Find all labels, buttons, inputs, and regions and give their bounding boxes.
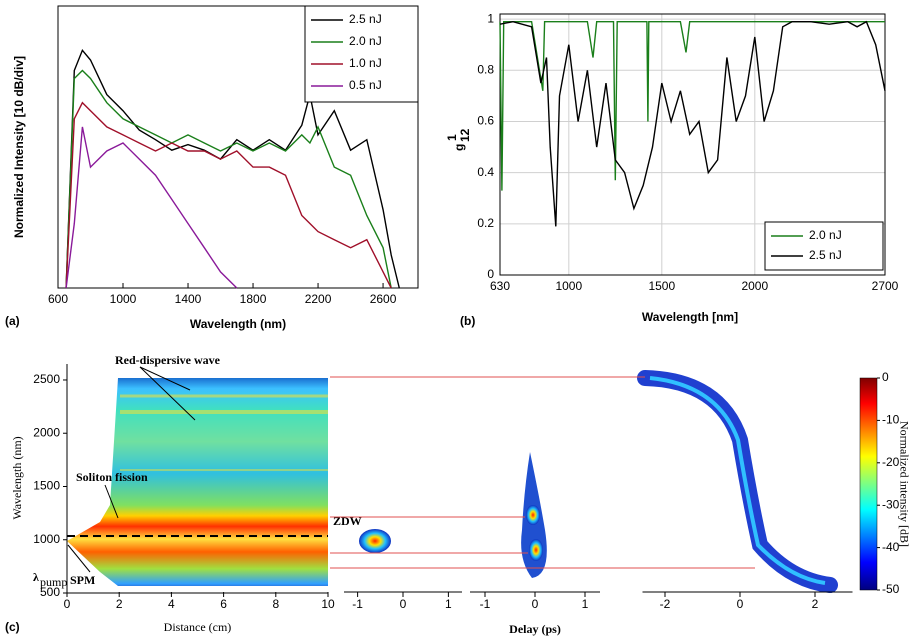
x-tick-label: 630 (490, 279, 510, 293)
plot-frame (57, 5, 419, 289)
x-tick-label: 1400 (175, 292, 202, 306)
x-tick-label: 1 (582, 597, 589, 611)
colorbar-tick-label: -30 (882, 497, 900, 511)
legend-label: 1.0 nJ (349, 56, 382, 70)
plot-frame (499, 13, 886, 276)
x-tick-label: 0 (400, 597, 407, 611)
legend-label: 2.5 nJ (809, 248, 842, 262)
x-tick-label: 0 (64, 597, 71, 611)
annotation: ZDW (333, 514, 362, 528)
x-tick-label: 1000 (110, 292, 137, 306)
x-tick-label: 2000 (741, 279, 768, 293)
x-tick-label: 1800 (240, 292, 267, 306)
annotation: Soliton fission (76, 470, 148, 484)
series-line (65, 101, 392, 289)
x-tick-label: 2 (116, 597, 123, 611)
legend-box (764, 221, 884, 271)
x-tick-label: 2 (812, 597, 819, 611)
y-axis-label: Normalized Intensity [10 dB/div] (12, 56, 26, 238)
y-axis-label: Normalized Intensity [10 dB/div] (12, 56, 26, 238)
y-tick-label: 1000 (33, 532, 60, 546)
y-tick-label: 2500 (33, 372, 60, 386)
panel-label: (a) (5, 314, 20, 328)
legend-label: 2.0 nJ (809, 228, 842, 242)
y-tick-label: 1500 (33, 479, 60, 493)
y-tick-label: 0.8 (477, 62, 494, 76)
colorbar-tick-label: -10 (882, 413, 900, 427)
x-tick-label: 1500 (648, 279, 675, 293)
x-tick-label: 4 (168, 597, 175, 611)
legend-label: 2.5 nJ (349, 12, 382, 26)
x-tick-label: 1000 (555, 279, 582, 293)
x-tick-label: 0 (532, 597, 539, 611)
series-line (65, 48, 400, 289)
y-tick-label: 0 (487, 267, 494, 281)
x-tick-label: 1 (445, 597, 452, 611)
panel-label: (c) (5, 620, 20, 634)
heatmap-image (67, 366, 838, 593)
x-tick-label: 2200 (305, 292, 332, 306)
y-axis-label: g (452, 144, 466, 151)
colorbar-tick-label: 0 (882, 370, 889, 384)
x-axis-label: Distance (cm) (164, 620, 232, 634)
annotation: λ (33, 570, 39, 584)
series-line (65, 69, 392, 289)
x-tick-label: -2 (660, 597, 671, 611)
colorbar-label: Normalized intensity [dB] (897, 421, 911, 547)
y-axis-label-sup: 1 (445, 134, 459, 141)
y-tick-label: 500 (40, 585, 60, 599)
colorbar-tick-label: -50 (882, 582, 900, 596)
x-tick-label: 10 (321, 597, 335, 611)
x-tick-label: -1 (352, 597, 363, 611)
x-tick-label: 8 (272, 597, 279, 611)
y-tick-label: 0.4 (477, 165, 494, 179)
series-group (499, 20, 886, 227)
x-tick-label: 6 (220, 597, 227, 611)
legend-label: 2.0 nJ (349, 34, 382, 48)
y-tick-label: 2000 (33, 425, 60, 439)
x-axis-label: Wavelength [nm] (642, 310, 738, 324)
colorbar-tick-label: -20 (882, 455, 900, 469)
series-line (65, 126, 238, 289)
x-tick-label: 2600 (370, 292, 397, 306)
x-tick-label: 2700 (872, 279, 899, 293)
y-tick-label: 1 (487, 11, 494, 25)
x-tick-label: 600 (48, 292, 68, 306)
series-line (499, 20, 886, 227)
x-tick-label: 0 (737, 597, 744, 611)
y-axis-label: Wavelength (nm) (10, 436, 24, 519)
annotation-sub: pump (40, 575, 67, 589)
series-line (499, 21, 885, 191)
colorbar (859, 377, 878, 591)
y-tick-label: 0.6 (477, 114, 494, 128)
annotation: Red-dispersive wave (115, 353, 221, 367)
annotation: SPM (70, 573, 95, 587)
x-axis-label: Delay (ps) (509, 622, 561, 636)
y-axis-label-sub: 12 (458, 128, 472, 142)
panel-label: (b) (460, 314, 475, 328)
y-tick-label: 0.2 (477, 216, 494, 230)
x-axis-label: Wavelength (nm) (190, 317, 286, 331)
series-group (65, 48, 400, 289)
legend-label: 0.5 nJ (349, 78, 382, 92)
y-axis-label: g 1 12 (445, 128, 472, 151)
x-tick-label: -1 (480, 597, 491, 611)
colorbar-tick-label: -40 (882, 540, 900, 554)
